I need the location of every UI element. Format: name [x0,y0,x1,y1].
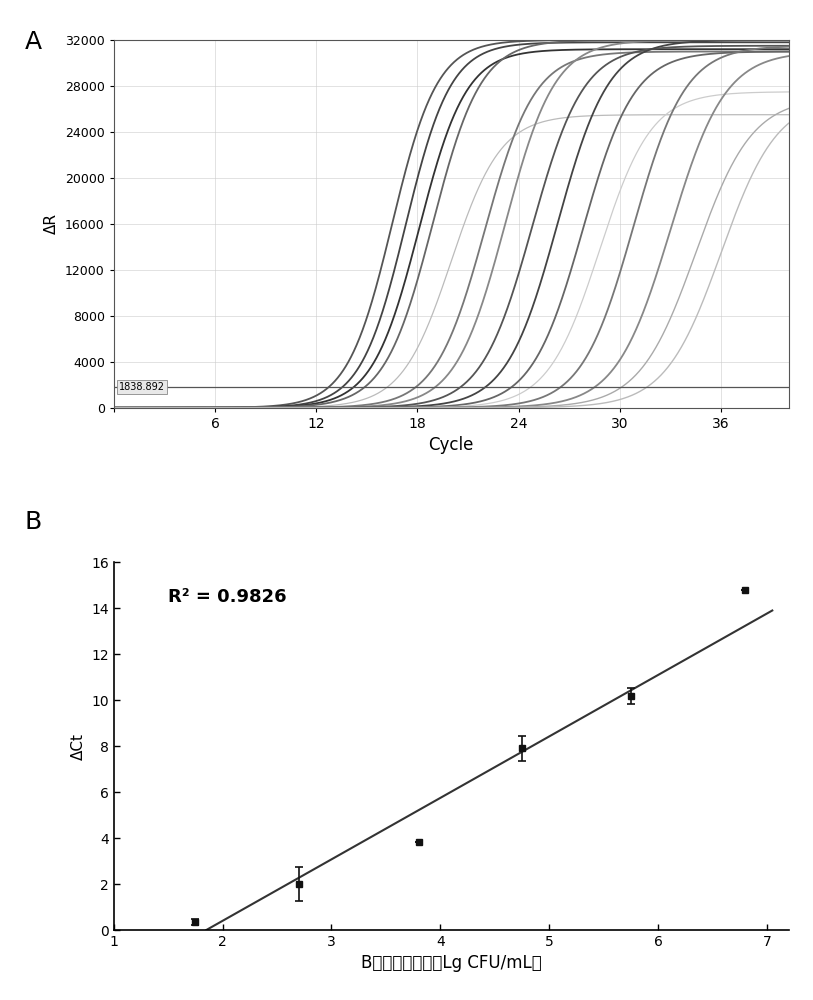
Y-axis label: ΔCt: ΔCt [71,733,85,760]
X-axis label: Cycle: Cycle [428,436,474,454]
Text: B: B [24,510,41,534]
X-axis label: B试剂菌株浓度（Lg CFU/mL）: B试剂菌株浓度（Lg CFU/mL） [361,954,541,972]
Text: 1838.892: 1838.892 [119,382,165,392]
Y-axis label: ΔR: ΔR [45,213,59,234]
Text: A: A [24,30,41,54]
Text: R² = 0.9826: R² = 0.9826 [167,588,286,606]
